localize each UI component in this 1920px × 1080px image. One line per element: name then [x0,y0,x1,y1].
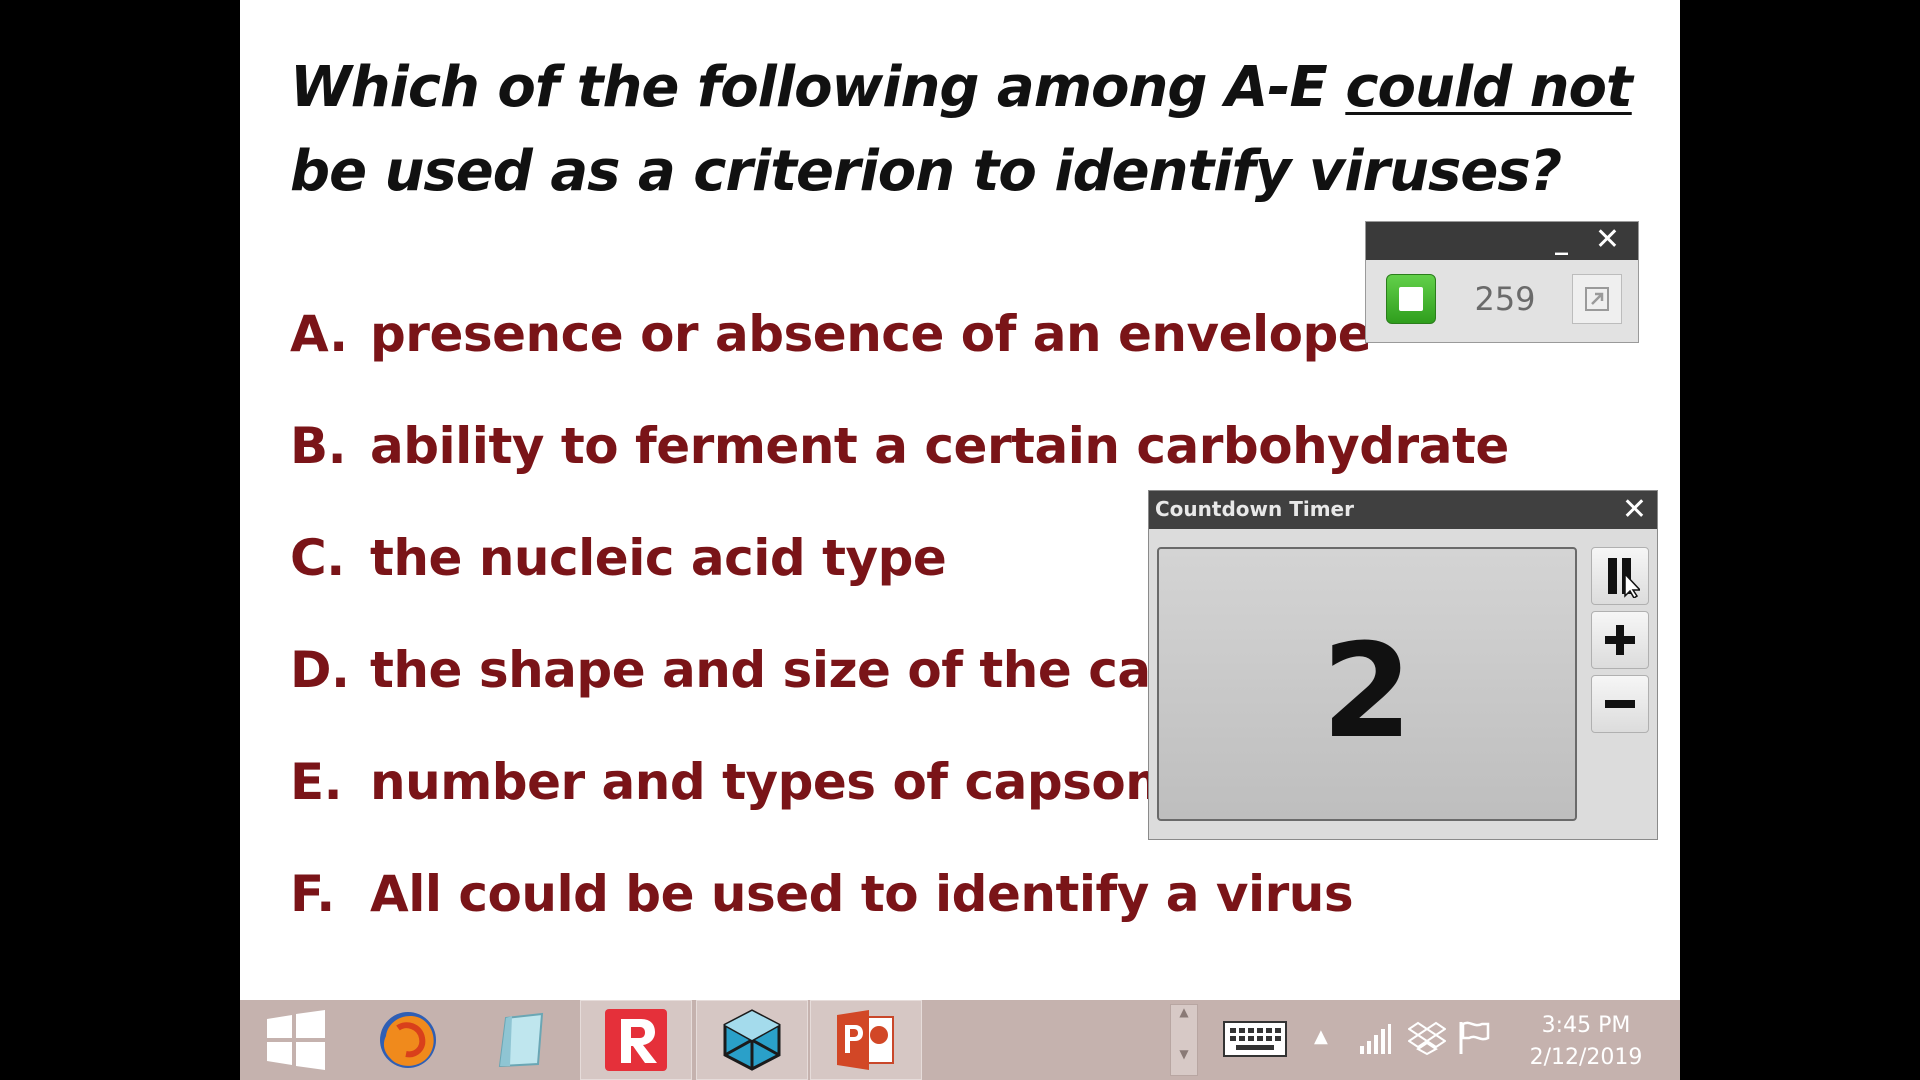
option-letter: E. [290,753,343,811]
taskbar-notepad[interactable] [466,1000,578,1080]
minimize-button[interactable]: _ [1555,226,1568,256]
timer-titlebar[interactable]: Countdown Timer ✕ [1149,491,1657,529]
taskbar: ▲ ▼ ▲ 3:45 PM 2/12/2019 [240,1000,1680,1080]
minus-icon [1605,700,1635,708]
stop-polling-button[interactable] [1386,274,1436,324]
show-hidden-icons-chevron-icon[interactable]: ▲ [1314,1026,1328,1047]
option-a: A. presence or absence of an envelope [290,294,1670,374]
option-text: All could be used to identify a virus [370,865,1354,923]
option-text: number and types of capsome [370,753,1211,811]
option-text: the nucleic acid type [370,529,947,587]
option-text: presence or absence of an envelope [370,305,1372,363]
question-part-2: be used as a criterion to identify virus… [290,139,1562,204]
option-d: D. the shape and size of the caps [290,630,1670,710]
windows-start-icon [267,1010,325,1070]
timer-title: Countdown Timer [1155,497,1354,521]
taskbar-cube-app[interactable] [696,1000,808,1080]
option-letter: B. [290,417,347,475]
restore-button[interactable] [1572,274,1622,324]
option-b: B. ability to ferment a certain carbohyd… [290,406,1670,486]
option-letter: A. [290,305,348,363]
firefox-icon [380,1012,436,1068]
option-letter: F. [290,865,335,923]
option-letter: D. [290,641,350,699]
subtract-time-button[interactable] [1591,675,1649,733]
start-button[interactable] [240,1000,352,1080]
pause-icon [1608,558,1640,598]
taskbar-firefox[interactable] [352,1000,464,1080]
question-part-1: Which of the following among A-E [290,55,1346,120]
add-time-button[interactable] [1591,611,1649,669]
notepad-icon [498,1012,544,1068]
cube-app-icon [723,1009,781,1071]
option-e: E. number and types of capsome [290,742,1670,822]
response-count: 259 [1474,280,1536,318]
clock-time: 3:45 PM [1541,1013,1631,1038]
question-emphasis: could not [1345,55,1632,120]
tray-scrollbar[interactable]: ▲ ▼ [1170,1004,1198,1076]
poll-response-widget: _ ✕ 259 [1365,221,1639,343]
close-button[interactable]: ✕ [1621,492,1647,527]
poll-titlebar[interactable]: _ ✕ [1366,222,1638,260]
option-text: ability to ferment a certain carbohydrat… [370,417,1509,475]
timer-display: 2 [1157,547,1577,821]
taskbar-r-app[interactable] [580,1000,692,1080]
powerpoint-icon [837,1010,894,1070]
r-app-icon [605,1009,667,1071]
stop-square-icon [1399,287,1423,311]
option-text: the shape and size of the caps [370,641,1216,699]
restore-window-icon [1585,287,1609,311]
action-center-flag-icon[interactable] [1456,1020,1492,1060]
option-f: F. All could be used to identify a virus [290,854,1670,934]
taskbar-powerpoint[interactable] [810,1000,922,1080]
option-c: C. the nucleic acid type [290,518,1670,598]
keyboard-icon [1223,1021,1287,1057]
clock-date: 2/12/2019 [1529,1045,1643,1070]
taskbar-clock[interactable]: 3:45 PM 2/12/2019 [1508,1010,1664,1074]
timer-value: 2 [1321,615,1413,767]
touch-keyboard-button[interactable] [1222,1018,1288,1064]
countdown-timer-window: Countdown Timer ✕ 2 [1148,490,1658,840]
pause-button[interactable] [1591,547,1649,605]
dropbox-icon[interactable] [1407,1020,1447,1060]
network-signal-icon[interactable] [1358,1022,1392,1060]
plus-icon [1605,625,1635,655]
question-text: Which of the following among A-E could n… [290,46,1650,214]
option-letter: C. [290,529,345,587]
close-button[interactable]: ✕ [1594,222,1620,257]
